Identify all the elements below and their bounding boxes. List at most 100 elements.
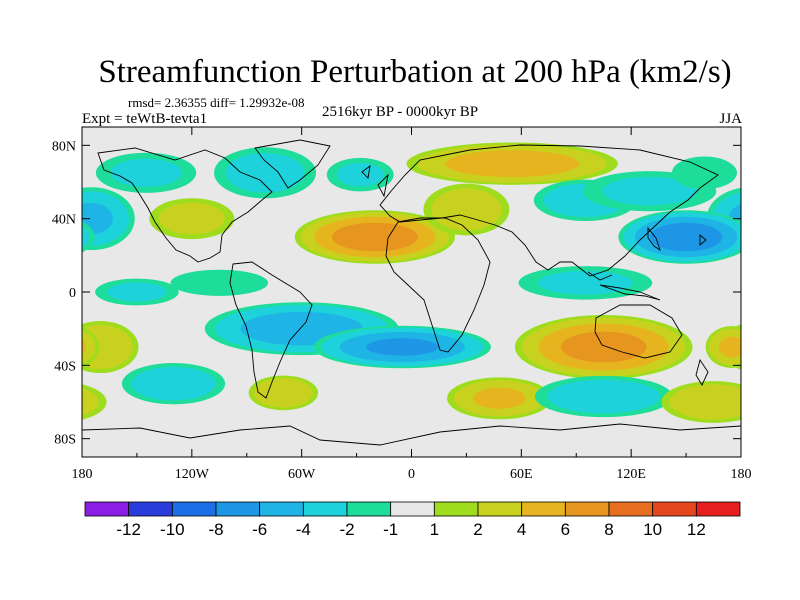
lon-tick-label: 120W	[175, 467, 210, 482]
lat-tick-label: 0	[69, 286, 76, 301]
lat-tick-label: 80N	[52, 139, 76, 154]
colorbar-swatch	[608, 501, 654, 517]
field-feature-21	[514, 314, 693, 380]
lon-tick-label: 60E	[510, 467, 533, 482]
field-feature-14	[518, 266, 653, 300]
coastline-north-america	[97, 147, 273, 263]
field-feature-6	[294, 210, 456, 264]
contour-band	[649, 222, 723, 252]
field-feature-20	[447, 377, 552, 420]
colorbar-swatch	[433, 501, 479, 517]
contour-band	[131, 366, 216, 401]
colorbar-label: 6	[561, 520, 570, 539]
field-feature-1	[95, 152, 197, 193]
colorbar-swatch	[171, 501, 217, 517]
field-feature-19	[313, 325, 491, 369]
lat-tick-label: 40S	[54, 359, 76, 374]
lon-tick-label: 180	[731, 467, 752, 482]
colorbar-swatch	[695, 501, 741, 517]
field-feature-16	[121, 363, 226, 405]
colorbar-swatch	[215, 501, 261, 517]
colorbar-label: 12	[687, 520, 706, 539]
field-feature-18	[248, 375, 319, 411]
experiment-label: Expt = teWtB-tevta1	[82, 111, 208, 127]
field-feature-0	[82, 187, 741, 251]
colorbar: -12 -10 -8 -6 -4 -2 -1 1 2 4 6 8 10 12	[84, 501, 741, 539]
coastline-africa	[385, 217, 491, 353]
field-feature-24	[82, 326, 741, 368]
coastline-antarctica	[82, 423, 741, 446]
contour-band	[225, 153, 305, 193]
coastlines	[82, 139, 741, 446]
colorbar-label: 2	[473, 520, 482, 539]
axis-ticks: 80N 40N 0 40S 80S 180 120W 60W 0 60E 120E 180	[52, 127, 752, 482]
colorbar-swatch	[564, 501, 610, 517]
colorbar-label: 10	[643, 520, 662, 539]
colorbar-label: -4	[296, 520, 311, 539]
colorbar-label: 8	[604, 520, 613, 539]
colorbar-swatch	[477, 501, 523, 517]
contour-band	[254, 378, 313, 408]
contour-band	[336, 162, 384, 187]
contour-band	[602, 176, 697, 206]
contour-band	[538, 270, 633, 295]
season-label: JJA	[719, 111, 742, 127]
lon-tick-label: 120E	[616, 467, 646, 482]
colorbar-swatch	[302, 501, 348, 517]
lon-tick-label: 180	[72, 467, 93, 482]
coastline-new-zealand	[695, 358, 709, 386]
contour-band	[669, 384, 741, 420]
contour-band	[110, 158, 182, 188]
field-feature-2	[149, 198, 235, 240]
lon-tick-label: 60W	[288, 467, 316, 482]
colorbar-label: -8	[208, 520, 223, 539]
contour-band	[473, 387, 526, 409]
colorbar-swatch	[390, 501, 435, 517]
field-feature-4	[214, 147, 317, 199]
colorbar-swatch	[652, 501, 697, 517]
field-feature-3	[95, 278, 179, 306]
lat-tick-label: 40N	[52, 213, 76, 228]
contour-band	[107, 282, 167, 302]
coastline-southeast-asia	[587, 271, 661, 301]
period-label: 2516kyr BP - 0000kyr BP	[322, 104, 479, 120]
field-feature-11	[82, 210, 741, 264]
colorbar-swatch	[521, 501, 566, 517]
contour-band	[170, 269, 269, 296]
colorbar-swatch	[259, 501, 304, 517]
coastline-japan	[647, 226, 661, 252]
contour-band	[82, 330, 96, 364]
coastline-greenland	[254, 139, 331, 189]
colorbar-label: -12	[116, 520, 141, 539]
colorbar-label: 1	[430, 520, 439, 539]
contour-band	[82, 202, 113, 235]
contour-band	[671, 156, 737, 190]
colorbar-label: -6	[252, 520, 267, 539]
field-feature-13	[671, 156, 737, 190]
map-title: Streamfunction Perturbation at 200 hPa (…	[98, 54, 732, 90]
colorbar-swatch	[84, 501, 130, 517]
colorbar-swatch	[346, 501, 392, 517]
colorbar-label: -10	[160, 520, 185, 539]
coastline-south-america	[229, 261, 313, 399]
contour-band	[547, 379, 660, 414]
coastline-eurasia	[379, 144, 719, 277]
contour-band	[82, 225, 90, 249]
field-feature-8	[406, 142, 618, 185]
contour-band	[158, 202, 225, 235]
rmsd-diff-stats: rmsd= 2.36355 diff= 1.29932e-08	[128, 95, 305, 110]
field-feature-5	[170, 269, 269, 296]
contour-band	[718, 336, 741, 358]
contour-band	[445, 150, 580, 178]
coastline-australia	[594, 304, 683, 359]
contour-band	[561, 331, 647, 363]
contour-band	[82, 221, 95, 253]
contour-band	[82, 388, 99, 416]
contour-band	[82, 324, 133, 370]
colorbar-swatch	[128, 501, 173, 517]
colorbar-label: -1	[383, 520, 398, 539]
streamfunction-field	[82, 142, 741, 423]
contour-band	[366, 338, 439, 356]
lat-tick-label: 80S	[54, 433, 76, 448]
